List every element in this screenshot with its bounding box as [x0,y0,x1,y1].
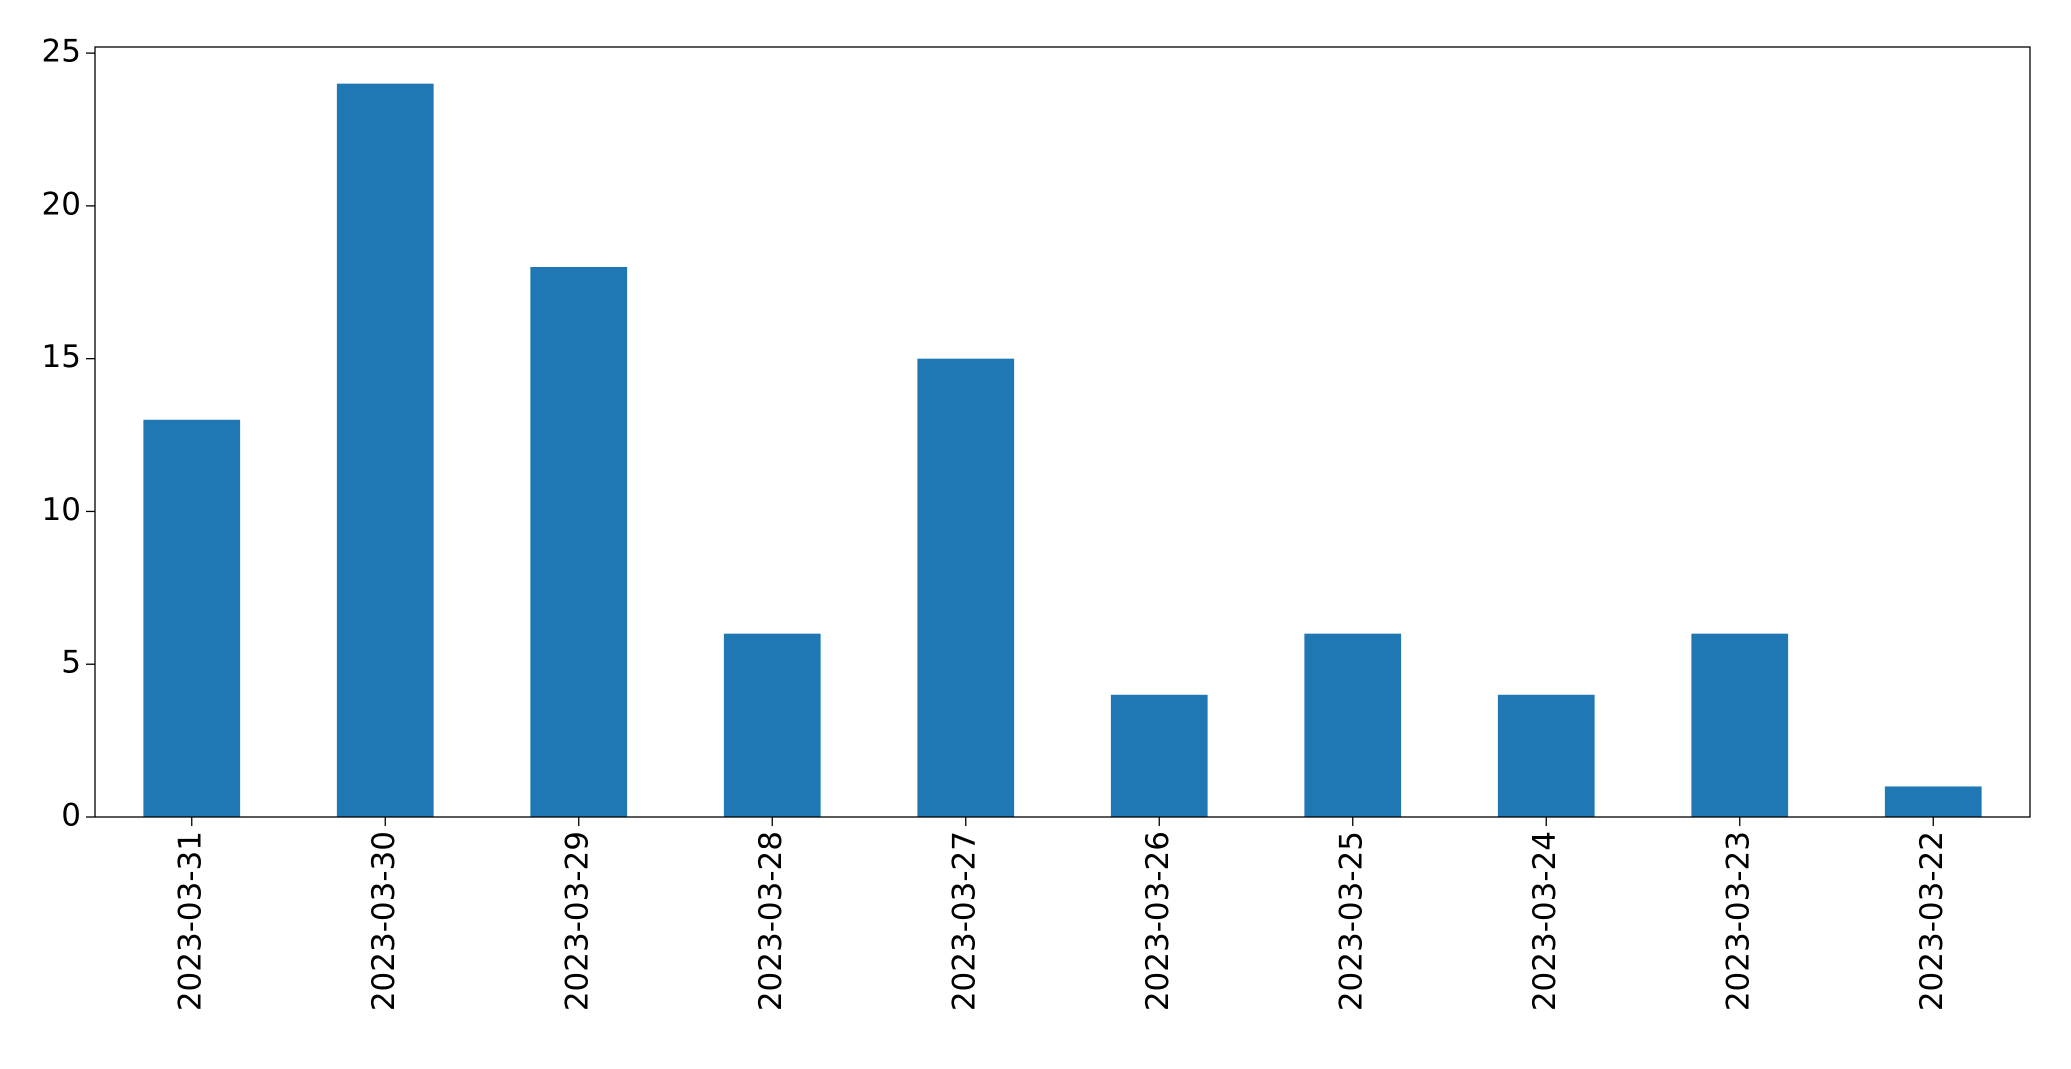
y-tick-label: 20 [42,186,81,222]
bar [143,419,241,817]
y-tick-label: 0 [61,798,81,834]
y-tick-label: 25 [42,34,81,70]
bar [336,83,434,817]
x-tick-label: 2023-03-25 [1333,831,1369,1011]
bar [1884,786,1982,817]
bar [1110,694,1208,817]
y-tick-label: 15 [42,339,81,375]
x-tick-label: 2023-03-27 [946,831,982,1011]
y-tick-label: 10 [42,492,81,528]
y-tick-label: 5 [61,645,81,681]
x-tick-label: 2023-03-30 [366,831,402,1011]
bar [917,358,1015,817]
bar [1497,694,1595,817]
x-tick-label: 2023-03-29 [559,831,595,1011]
x-tick-label: 2023-03-22 [1914,831,1950,1011]
bar [1691,633,1789,817]
plot-frame [94,46,2031,818]
bar [723,633,821,817]
x-tick-label: 2023-03-26 [1140,831,1176,1011]
x-tick-label: 2023-03-31 [172,831,208,1011]
x-tick-label: 2023-03-24 [1527,831,1563,1011]
x-tick-label: 2023-03-23 [1720,831,1756,1011]
bar [530,267,628,817]
x-tick-label: 2023-03-28 [753,831,789,1011]
bar [1304,633,1402,817]
